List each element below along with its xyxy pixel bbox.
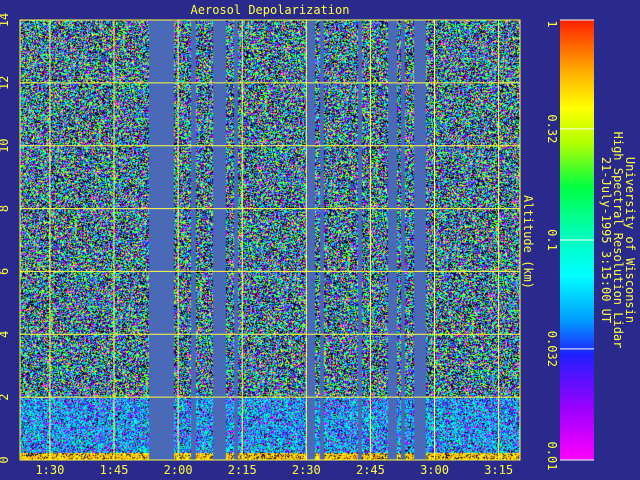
info-block: University of Wisconsin High Spectral Re… — [599, 132, 637, 349]
info-line-3: 21-July-1995 3:15:00 UT — [599, 157, 613, 323]
x-tick-label: 2:45 — [356, 463, 385, 477]
info-line-2: High Spectral Resolution Lidar — [611, 132, 625, 349]
colorbar-tick-label: 0.32 — [545, 114, 559, 143]
x-tick-label: 3:15 — [484, 463, 513, 477]
colorbar: 0.01 0.032 0.1 0.32 1 — [545, 19, 594, 471]
colorbar-tick-label: 0.032 — [545, 331, 559, 367]
colorbar-tick-label: 1 — [545, 20, 559, 27]
x-tick-label: 1:45 — [100, 463, 129, 477]
x-tick-label: 2:00 — [164, 463, 193, 477]
y-tick-label: 2 — [0, 394, 11, 401]
y-tick-label: 0 — [0, 456, 11, 463]
x-tick-label: 3:00 — [420, 463, 449, 477]
chart-title: Aerosol Depolarization — [191, 3, 350, 17]
x-tick-label: 2:30 — [292, 463, 321, 477]
y-tick-label: 10 — [0, 138, 11, 152]
info-line-1: University of Wisconsin — [623, 157, 637, 323]
y-tick-label: 12 — [0, 76, 11, 90]
lidar-image — [20, 20, 520, 460]
x-tick-label: 2:15 — [228, 463, 257, 477]
colorbar-tick-label: 0.1 — [545, 229, 559, 251]
y-tick-label: 6 — [0, 268, 11, 275]
colorbar-tick-label: 0.01 — [545, 442, 559, 471]
plot-frame — [19, 19, 521, 461]
y-tick-label: 14 — [0, 13, 11, 27]
y-axis-label: Altitude (km) — [521, 195, 535, 289]
x-tick-label: 1:30 — [35, 463, 64, 477]
y-tick-label: 4 — [0, 331, 11, 338]
y-tick-label: 8 — [0, 205, 11, 212]
